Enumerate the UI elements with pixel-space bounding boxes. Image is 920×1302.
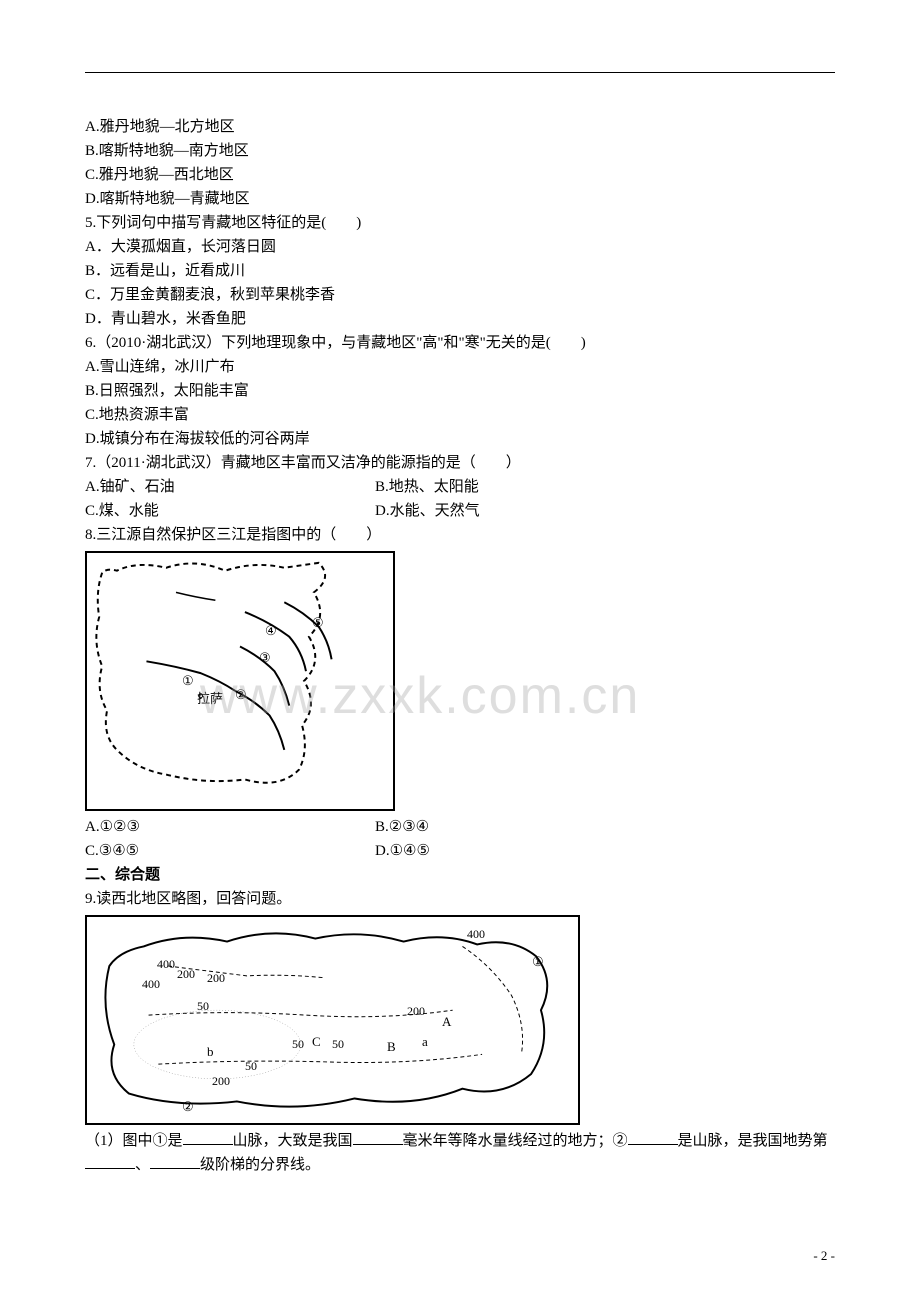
q8-map-figure: ① ② ③ ④ ⑤ 拉萨 xyxy=(85,551,395,811)
map2-C: C xyxy=(312,1032,321,1053)
q8-option-d: D.①④⑤ xyxy=(375,839,835,863)
map2-50a: 50 xyxy=(197,997,209,1016)
isoline-400 xyxy=(462,946,522,1054)
q7-option-b: B.地热、太阳能 xyxy=(375,475,835,499)
map2-200a: 200 xyxy=(177,965,195,984)
q4-option-b: B.喀斯特地貌—南方地区 xyxy=(85,139,835,163)
q9-p1-text-e: 、 xyxy=(135,1157,150,1173)
q9-stem: 9.读西北地区略图，回答问题。 xyxy=(85,887,835,911)
q7-option-d: D.水能、天然气 xyxy=(375,499,835,523)
q7-option-a: A.铀矿、石油 xyxy=(85,475,375,499)
blank-4 xyxy=(85,1154,135,1169)
map2-B: B xyxy=(387,1037,396,1058)
q7-option-c: C.煤、水能 xyxy=(85,499,375,523)
map2-200b: 200 xyxy=(207,969,225,988)
map2-a: a xyxy=(422,1032,428,1053)
river-5 xyxy=(284,602,331,659)
q5-option-a: A．大漠孤烟直，长河落日圆 xyxy=(85,235,835,259)
section-2-heading: 二、综合题 xyxy=(85,863,835,887)
q8-option-a: A.①②③ xyxy=(85,815,375,839)
page-top-border xyxy=(85,72,835,73)
q8-option-b: B.②③④ xyxy=(375,815,835,839)
map2-200c: 200 xyxy=(407,1002,425,1021)
q5-stem: 5.下列词句中描写青藏地区特征的是( ) xyxy=(85,211,835,235)
q6-option-c: C.地热资源丰富 xyxy=(85,403,835,427)
q6-option-b: B.日照强烈，太阳能丰富 xyxy=(85,379,835,403)
q5-option-d: D．青山碧水，米香鱼肥 xyxy=(85,307,835,331)
map2-b: b xyxy=(207,1042,214,1063)
blank-2 xyxy=(353,1130,403,1145)
map2-200d: 200 xyxy=(212,1072,230,1091)
q4-option-a: A.雅丹地貌—北方地区 xyxy=(85,115,835,139)
river-extra xyxy=(176,592,215,600)
map2-400c: 400 xyxy=(142,975,160,994)
map1-label-4: ④ xyxy=(265,621,277,642)
q9-map-figure: 400 400 400 200 200 200 200 50 50 50 50 … xyxy=(85,915,580,1125)
blank-1 xyxy=(183,1130,233,1145)
q6-option-a: A.雪山连绵，冰川广布 xyxy=(85,355,835,379)
map1-label-5: ⑤ xyxy=(312,613,324,634)
q5-option-c: C．万里金黄翻麦浪，秋到苹果桃李香 xyxy=(85,283,835,307)
map2-400a: 400 xyxy=(467,925,485,944)
q7-stem: 7.（2011·湖北武汉）青藏地区丰富而又洁净的能源指的是（ ） xyxy=(85,451,835,475)
document-body: A.雅丹地貌—北方地区 B.喀斯特地貌—南方地区 C.雅丹地貌—西北地区 D.喀… xyxy=(85,115,835,1177)
map2-50d: 50 xyxy=(292,1035,304,1054)
map1-label-3: ③ xyxy=(259,648,271,669)
q9-p1-text-f: 级阶梯的分界线。 xyxy=(200,1157,320,1173)
blank-5 xyxy=(150,1154,200,1169)
blank-3 xyxy=(628,1130,678,1145)
basin-region xyxy=(134,1010,301,1079)
q9-p1-text-b: 山脉，大致是我国 xyxy=(233,1133,353,1149)
map1-label-2: ② xyxy=(235,685,247,706)
map2-num1: ① xyxy=(532,952,544,973)
map-boundary xyxy=(96,563,325,783)
q5-option-b: B．远看是山，近看成川 xyxy=(85,259,835,283)
q6-option-d: D.城镇分布在海拔较低的河谷两岸 xyxy=(85,427,835,451)
q4-option-d: D.喀斯特地貌—青藏地区 xyxy=(85,187,835,211)
q9-p1-text-d: 是山脉，是我国地势第 xyxy=(678,1133,828,1149)
q9-p1-text-a: （1）图中①是 xyxy=(85,1133,183,1149)
q8-stem: 8.三江源自然保护区三江是指图中的（ ） xyxy=(85,523,835,547)
map2-num2: ② xyxy=(182,1097,194,1118)
q9-p1-text-c: 毫米年等降水量线经过的地方；② xyxy=(403,1133,628,1149)
map2-50c: 50 xyxy=(332,1035,344,1054)
map2-A: A xyxy=(442,1012,451,1033)
map1-label-1: ① xyxy=(182,671,194,692)
q8-option-c: C.③④⑤ xyxy=(85,839,375,863)
map2-50b: 50 xyxy=(245,1057,257,1076)
page-number: - 2 - xyxy=(813,1246,835,1267)
map1-lhasa-label: 拉萨 xyxy=(197,689,223,710)
q8-map-svg xyxy=(87,553,393,809)
q6-stem: 6.（2010·湖北武汉）下列地理现象中，与青藏地区"高"和"寒"无关的是( ) xyxy=(85,331,835,355)
map2-400b: 400 xyxy=(157,955,175,974)
q4-option-c: C.雅丹地貌—西北地区 xyxy=(85,163,835,187)
q9-map-svg xyxy=(87,917,578,1123)
q9-paragraph-1: （1）图中①是 山脉，大致是我国 毫米年等降水量线经过的地方；② 是山脉，是我国地势第… xyxy=(85,1129,835,1177)
